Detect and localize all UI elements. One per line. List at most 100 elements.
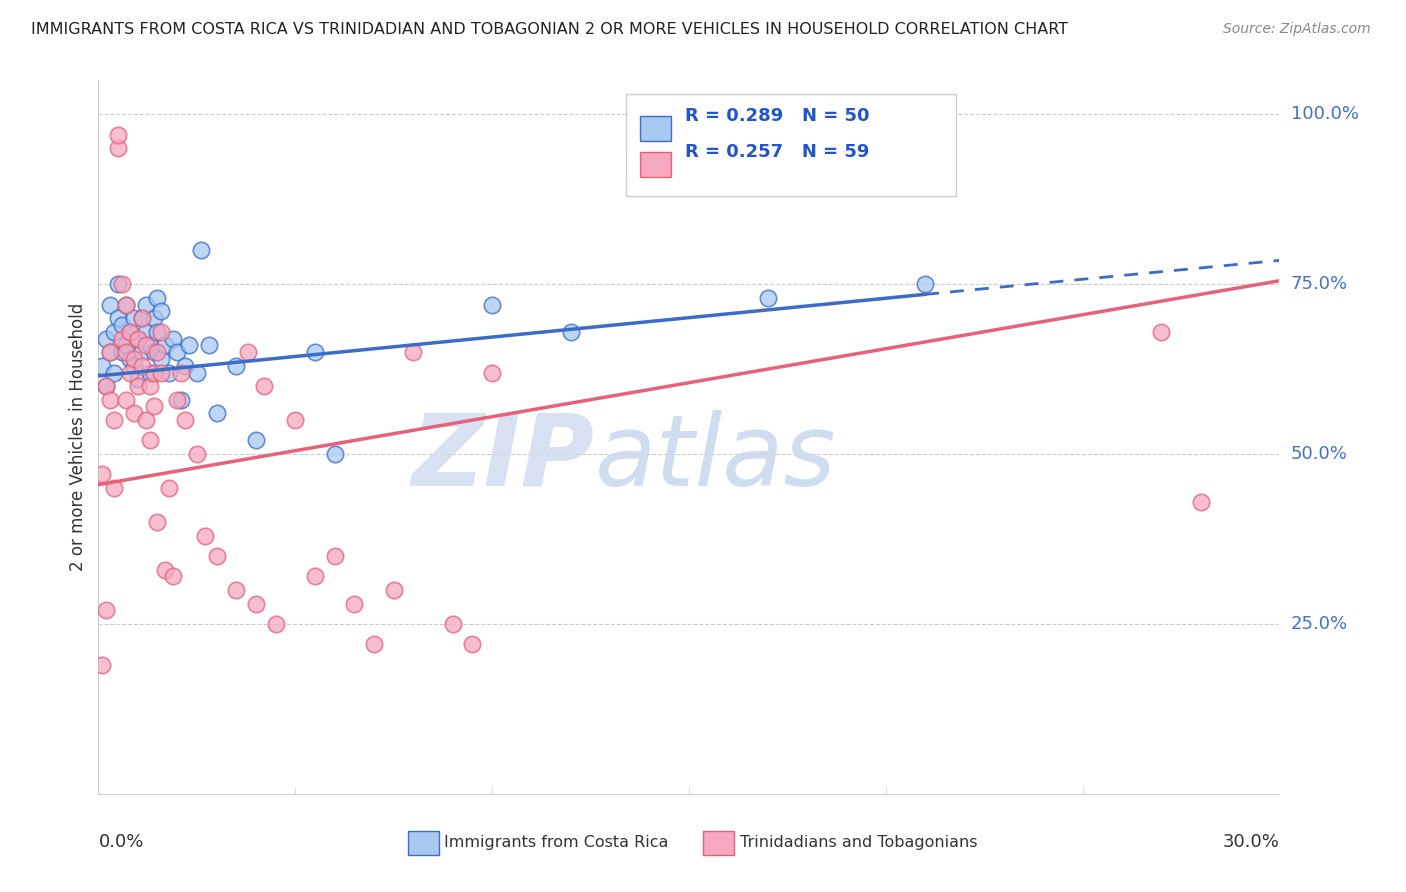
Point [194,528,217,542]
Point [103,366,125,380]
Point [461,637,484,651]
Point [155,338,177,352]
Point [98,345,121,359]
Point [115,338,138,352]
Text: Trinidadians and Tobagonians: Trinidadians and Tobagonians [740,836,977,850]
Point [115,297,138,311]
Text: 50.0%: 50.0% [1291,445,1347,463]
Point [107,128,129,142]
Point [205,406,228,420]
Point [914,277,936,292]
Point [142,345,165,359]
Point [304,569,326,583]
Point [138,366,160,380]
Point [118,366,141,380]
Point [284,413,307,427]
Point [96,332,118,346]
Point [150,325,173,339]
Point [115,297,138,311]
Text: 75.0%: 75.0% [1291,275,1348,293]
Point [197,338,219,352]
Point [343,597,366,611]
Point [115,392,138,407]
Y-axis label: 2 or more Vehicles in Household: 2 or more Vehicles in Household [69,303,87,571]
Point [96,603,118,617]
Text: IMMIGRANTS FROM COSTA RICA VS TRINIDADIAN AND TOBAGONIAN 2 OR MORE VEHICLES IN H: IMMIGRANTS FROM COSTA RICA VS TRINIDADIA… [31,22,1069,37]
Text: Immigrants from Costa Rica: Immigrants from Costa Rica [444,836,669,850]
Point [96,379,118,393]
Point [118,325,141,339]
Point [107,141,129,155]
Point [91,359,114,373]
Point [131,345,153,359]
Point [142,400,165,414]
Point [135,338,157,352]
Point [157,366,180,380]
Point [304,345,326,359]
Point [122,359,145,373]
Text: atlas: atlas [595,410,837,507]
Point [225,582,247,597]
Point [177,338,200,352]
Point [402,345,425,359]
Point [157,481,180,495]
Point [363,637,385,651]
Point [142,311,165,326]
Point [146,515,169,529]
Point [174,359,197,373]
Point [146,325,169,339]
Point [138,338,160,352]
Point [1189,494,1212,508]
Point [481,366,503,380]
Point [131,311,153,326]
Point [382,582,405,597]
Point [127,379,149,393]
Text: 30.0%: 30.0% [1223,833,1279,851]
Point [142,366,165,380]
Point [127,332,149,346]
Point [146,345,169,359]
Point [205,549,228,563]
Point [115,345,138,359]
Point [122,406,145,420]
Point [98,392,121,407]
Point [170,366,193,380]
Point [162,569,184,583]
Point [245,597,267,611]
Point [146,291,169,305]
Point [150,351,173,366]
Point [186,366,208,380]
Point [103,481,125,495]
Point [107,311,129,326]
Point [323,549,346,563]
Point [1150,325,1173,339]
Point [236,345,259,359]
Point [98,345,121,359]
Point [264,617,287,632]
Point [150,366,173,380]
Point [111,277,134,292]
Point [135,297,157,311]
Text: R = 0.289   N = 50: R = 0.289 N = 50 [685,107,869,125]
Point [111,318,134,332]
Point [98,297,121,311]
Text: ZIP: ZIP [412,410,595,507]
Point [107,277,129,292]
Point [127,332,149,346]
Point [481,297,503,311]
Point [155,563,177,577]
Point [170,392,193,407]
Point [245,434,267,448]
Text: 100.0%: 100.0% [1291,105,1358,123]
Point [441,617,464,632]
Point [127,372,149,386]
Text: 25.0%: 25.0% [1291,615,1348,633]
Point [323,447,346,461]
Point [122,351,145,366]
Point [253,379,276,393]
Point [190,243,212,257]
Point [162,332,184,346]
Point [560,325,582,339]
Point [135,325,157,339]
Point [131,311,153,326]
